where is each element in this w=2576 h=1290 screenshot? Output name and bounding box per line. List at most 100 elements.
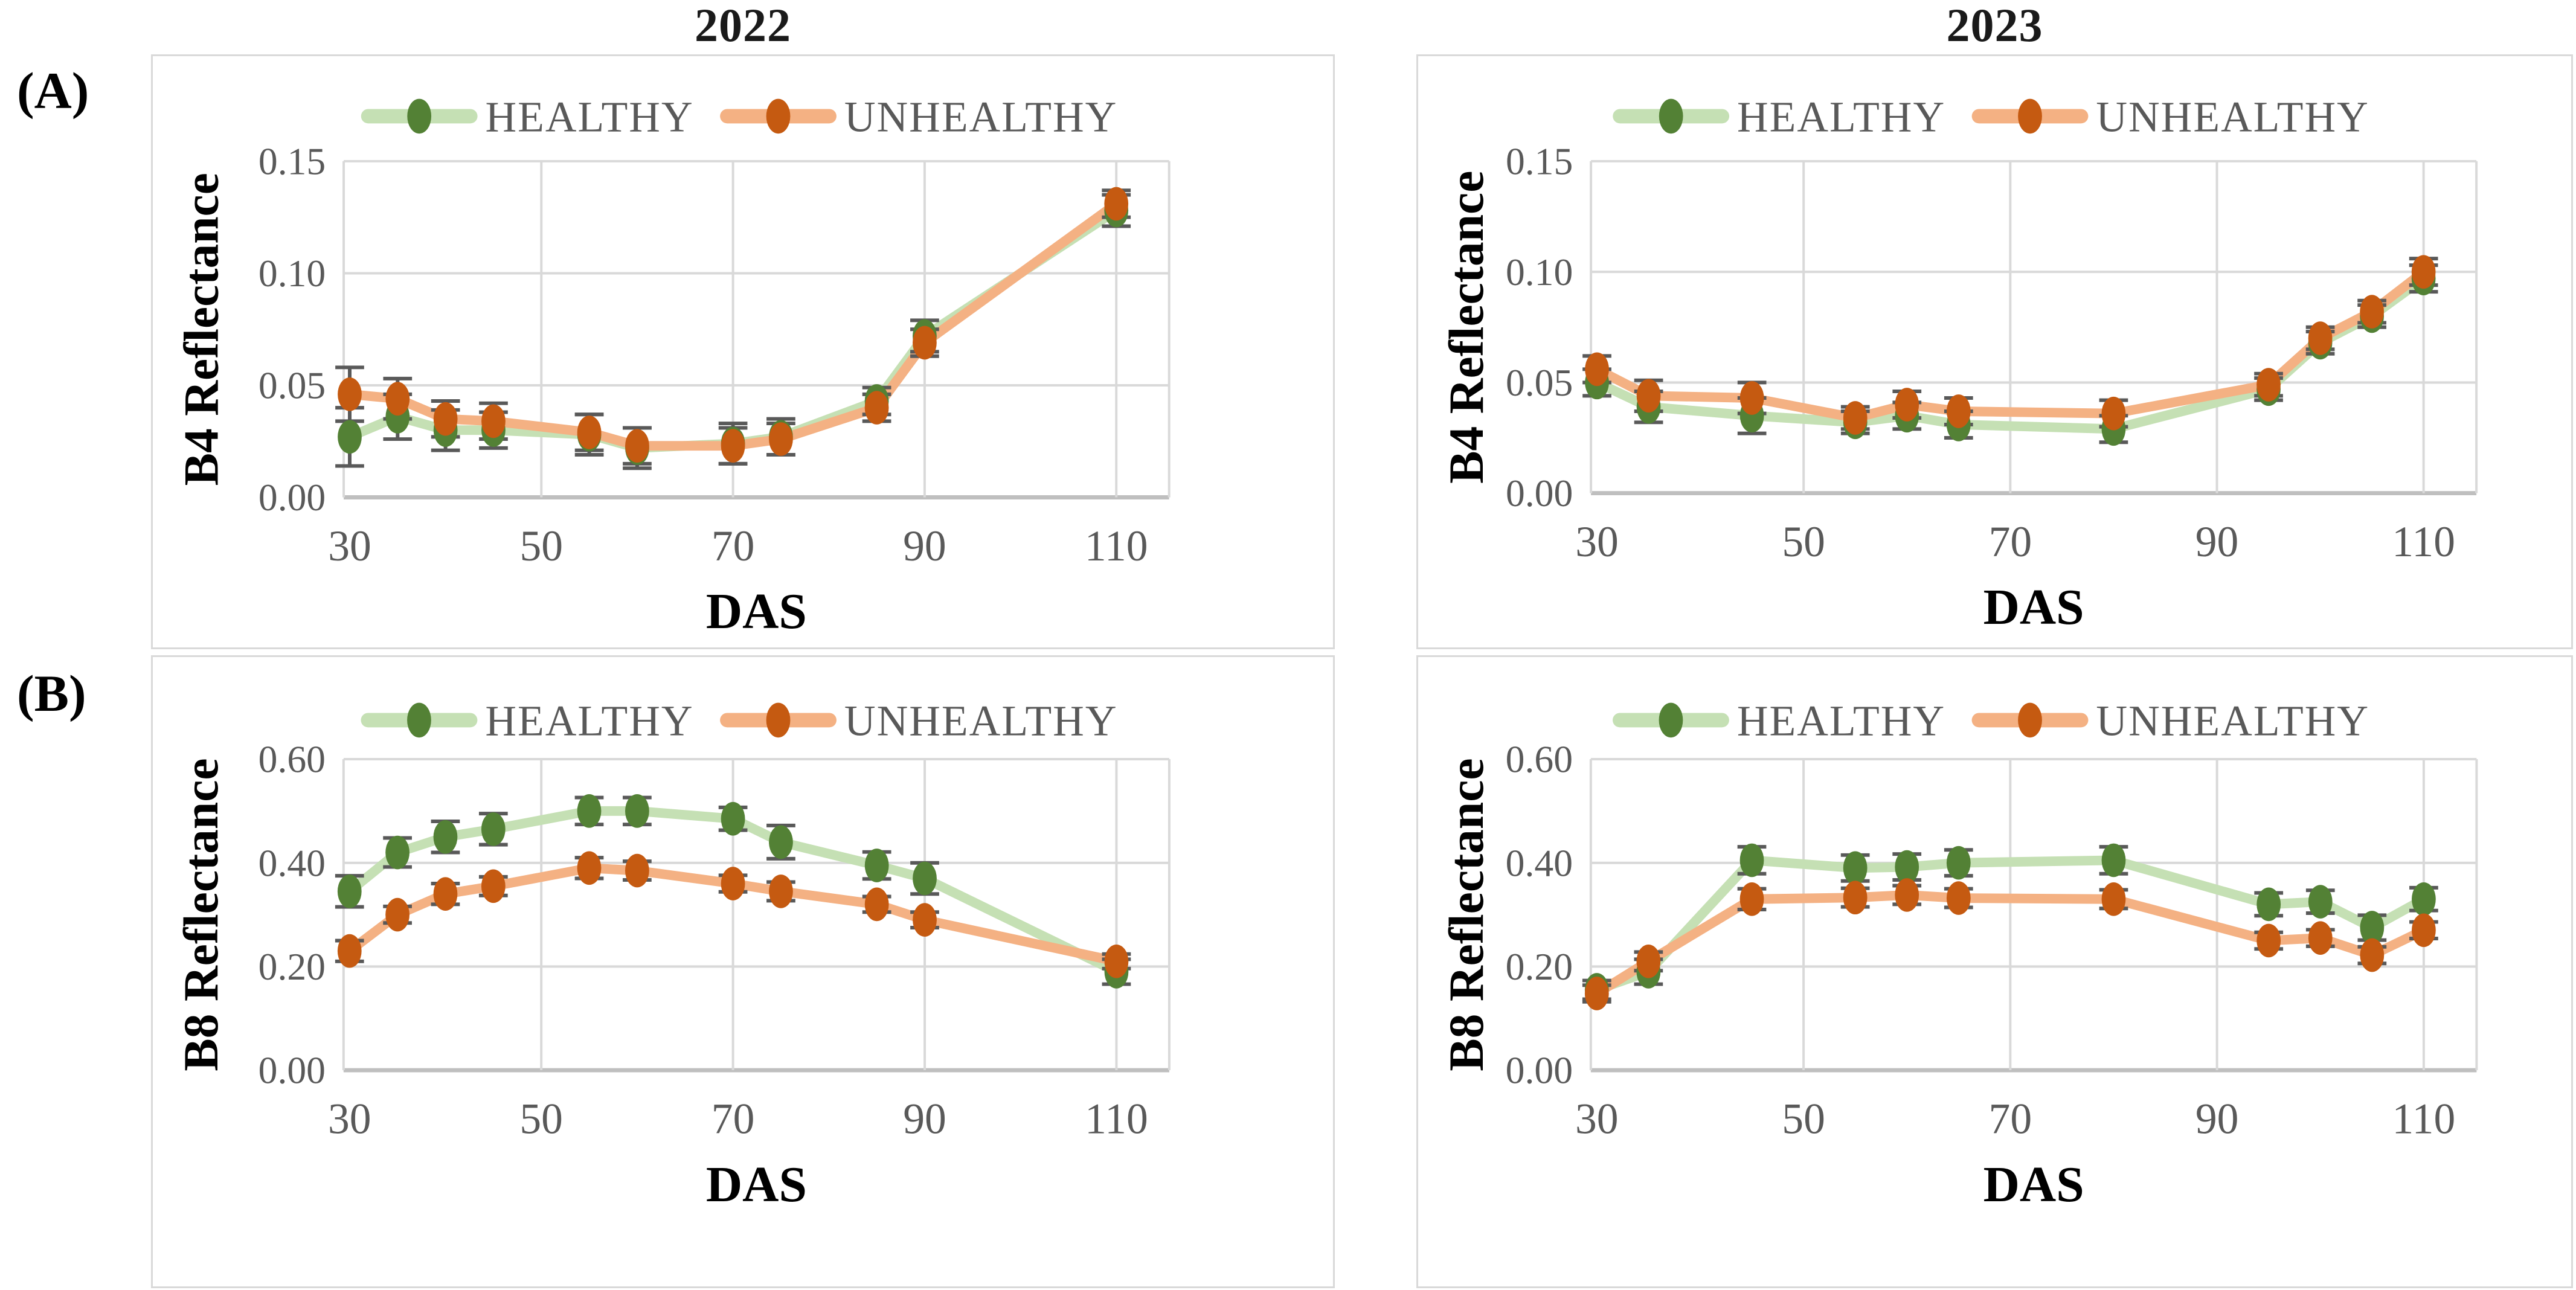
x-tick-label: 30: [328, 1095, 371, 1143]
y-tick-label: 0.00: [1506, 472, 1573, 515]
y-tick-label: 0.00: [259, 1049, 326, 1092]
data-point-unhealthy: [721, 867, 745, 900]
y-tick-label: 0.10: [1506, 251, 1573, 294]
data-point-healthy: [913, 861, 937, 896]
data-point-healthy: [721, 801, 745, 836]
data-point-unhealthy: [433, 402, 458, 436]
data-point-unhealthy: [2412, 913, 2436, 948]
panel-a-2023: 0.00 0.05 0.10 0.15 30 50 70 90 110 B4 Reflectanc…: [1416, 54, 2573, 649]
data-point-healthy: [625, 794, 649, 828]
column-title-2023: 2023: [1946, 0, 2043, 51]
data-point-unhealthy: [1584, 977, 1609, 1010]
data-point-unhealthy: [385, 897, 410, 932]
legend: HEALTHY UNHEALTHY: [361, 93, 1117, 141]
legend-marker: [2018, 702, 2042, 738]
legend-marker: [766, 98, 791, 134]
data-point-unhealthy: [769, 422, 793, 456]
data-point-unhealthy: [481, 404, 506, 438]
data-point-unhealthy: [385, 382, 410, 416]
x-axis-title: DAS: [706, 1157, 807, 1213]
data-point-unhealthy: [913, 326, 937, 360]
x-tick-label: 110: [1085, 522, 1148, 570]
chart-svg-B-2022: 0.00 0.20 0.40 0.60 30 50 70 90 110 B8 Reflectanc…: [173, 697, 1171, 1213]
data-point-healthy: [2360, 911, 2385, 945]
data-point-healthy: [337, 874, 362, 908]
y-tick-label: 0.40: [259, 841, 326, 884]
data-point-healthy: [577, 794, 602, 828]
legend-item-unhealthy: UNHEALTHY: [720, 697, 1118, 745]
y-axis-title: B8 Reflectance: [1439, 758, 1494, 1071]
data-point-unhealthy: [2256, 923, 2281, 958]
y-axis-title: B4 Reflectance: [1439, 171, 1494, 484]
legend-item-unhealthy: UNHEALTHY: [720, 93, 1117, 141]
y-tick-label: 0.10: [259, 252, 326, 295]
data-point-unhealthy: [1895, 878, 1919, 912]
panel-label-a: (A): [17, 62, 89, 120]
x-tick-label: 50: [1782, 1095, 1825, 1143]
x-tick-label: 30: [1575, 1095, 1619, 1143]
data-point-unhealthy: [338, 377, 362, 411]
x-axis-title: DAS: [1983, 580, 2084, 635]
legend: HEALTHY UNHEALTHY: [361, 697, 1118, 745]
legend-marker: [766, 702, 791, 738]
data-point-unhealthy: [1636, 379, 1661, 413]
data-point-unhealthy: [2101, 396, 2126, 431]
legend-item-healthy: HEALTHY: [1613, 93, 1944, 141]
data-point-unhealthy: [2360, 295, 2384, 329]
legend-item-healthy: HEALTHY: [361, 697, 693, 745]
x-tick-label: 110: [2392, 1095, 2456, 1143]
x-tick-label: 30: [1575, 518, 1619, 566]
chart-svg-A-2022: 0.00 0.05 0.10 0.15 30 50 70 90 110 B4 Reflectanc…: [173, 93, 1171, 640]
data-point-healthy: [864, 849, 889, 882]
panel-b-2023: 0.00 0.20 0.40 0.60 30 50 70 90 110 B8 Reflectanc…: [1416, 655, 2573, 1288]
panel-b-2022: 0.00 0.20 0.40 0.60 30 50 70 90 110 B8 Reflectanc…: [151, 655, 1335, 1288]
legend-label: UNHEALTHY: [844, 93, 1117, 141]
data-point-healthy: [2256, 887, 2281, 922]
legend-marker: [1659, 702, 1683, 738]
legend-label: UNHEALTHY: [844, 697, 1118, 745]
data-point-unhealthy: [769, 874, 793, 908]
x-tick-label: 90: [2195, 1095, 2239, 1143]
data-point-healthy: [1946, 846, 1971, 880]
data-point-unhealthy: [1843, 401, 1868, 435]
legend-marker: [1659, 98, 1683, 134]
y-tick-label: 0.00: [259, 476, 326, 519]
y-tick-label: 0.60: [259, 738, 326, 781]
data-point-healthy: [2101, 843, 2126, 878]
legend-item-healthy: HEALTHY: [1613, 697, 1945, 745]
y-tick-label: 0.05: [1506, 361, 1573, 404]
data-point-unhealthy: [481, 869, 506, 903]
x-tick-label: 90: [903, 522, 946, 570]
x-tick-label: 90: [2195, 518, 2239, 566]
legend-marker: [407, 98, 432, 134]
panel-a-2022: 0.00 0.05 0.10 0.15 30 50 70 90 110 B4 Reflectanc…: [151, 54, 1335, 649]
data-point-unhealthy: [1739, 882, 1764, 916]
legend-label: HEALTHY: [1737, 697, 1945, 745]
legend-item-unhealthy: UNHEALTHY: [1971, 93, 2368, 141]
data-point-healthy: [1739, 843, 1764, 878]
x-tick-label: 30: [328, 522, 371, 570]
y-tick-label: 0.15: [259, 140, 326, 183]
chart-svg-A-2023: 0.00 0.05 0.10 0.15 30 50 70 90 110 B4 Reflectanc…: [1439, 93, 2478, 635]
x-tick-label: 70: [711, 1095, 755, 1143]
data-point-unhealthy: [577, 416, 602, 449]
y-tick-label: 0.05: [259, 364, 326, 407]
panel-label-b: (B): [17, 664, 86, 722]
data-point-unhealthy: [1946, 394, 1971, 428]
x-axis-title: DAS: [706, 584, 807, 640]
data-point-unhealthy: [625, 429, 649, 463]
x-tick-label: 50: [1782, 518, 1825, 566]
x-axis-title: DAS: [1983, 1157, 2084, 1213]
data-point-healthy: [481, 812, 506, 846]
legend-item-unhealthy: UNHEALTHY: [1971, 697, 2368, 745]
x-tick-label: 70: [711, 522, 755, 570]
data-point-unhealthy: [864, 391, 889, 425]
data-point-healthy: [338, 420, 362, 454]
legend-label: HEALTHY: [485, 697, 693, 745]
x-tick-label: 50: [520, 522, 564, 570]
data-point-healthy: [433, 820, 458, 854]
legend-label: HEALTHY: [486, 93, 694, 141]
data-point-healthy: [769, 825, 793, 859]
data-point-healthy: [2308, 885, 2333, 919]
